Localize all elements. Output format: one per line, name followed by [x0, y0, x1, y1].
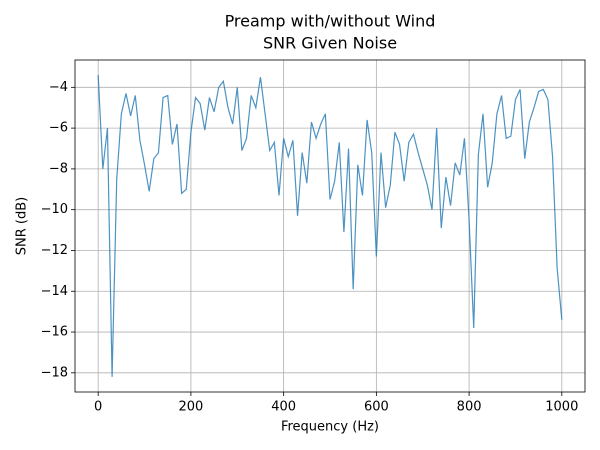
x-axis-label: Frequency (Hz)	[281, 420, 379, 435]
y-tick-label: −14	[41, 284, 68, 299]
y-axis-label: SNR (dB)	[15, 197, 30, 255]
y-tick-label: −16	[41, 325, 68, 340]
x-tick-label: 600	[364, 400, 389, 415]
y-tick-label: −8	[49, 161, 68, 176]
data-line	[97, 75, 563, 377]
y-tick-label: −10	[41, 202, 68, 217]
x-tick-label: 0	[94, 400, 102, 415]
y-tick-label: −4	[49, 80, 68, 95]
x-tick-label: 200	[178, 400, 203, 415]
x-tick-label: 800	[457, 400, 482, 415]
x-tick-label: 1000	[545, 400, 578, 415]
x-tick-label: 400	[271, 400, 296, 415]
plot-frame	[74, 59, 586, 393]
y-tick-label: −18	[41, 365, 68, 380]
y-tick-label: −12	[41, 243, 68, 258]
y-tick-label: −6	[49, 121, 68, 136]
chart-title: SNR Given Noise	[263, 34, 397, 53]
chart-title: Preamp with/without Wind	[225, 12, 436, 31]
